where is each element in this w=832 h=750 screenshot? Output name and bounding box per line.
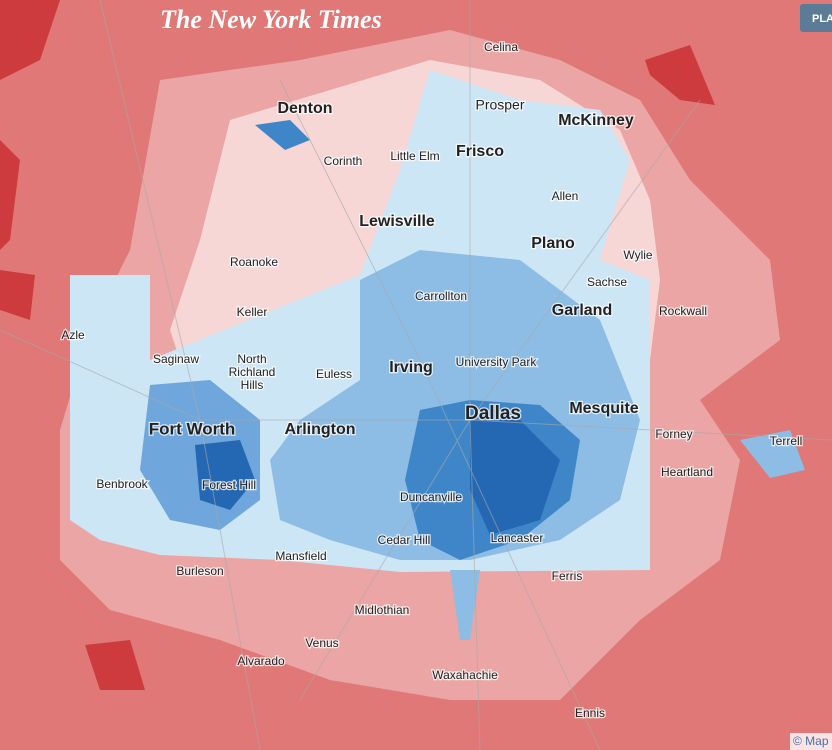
city-label: Denton — [277, 100, 332, 117]
precinct — [0, 140, 20, 250]
city-label-line: Richland — [229, 365, 276, 379]
city-label: Duncanville — [400, 490, 462, 504]
city-label: Dallas — [465, 403, 521, 424]
city-label: Plano — [531, 235, 575, 252]
city-label: Cedar Hill — [378, 533, 431, 547]
blue-region — [450, 570, 480, 640]
city-label: Prosper — [475, 97, 524, 113]
city-label: Terrell — [770, 434, 803, 448]
city-label: Midlothian — [355, 603, 410, 617]
city-label: Waxahachie — [432, 668, 498, 682]
city-label: Lewisville — [359, 213, 435, 230]
road — [0, 329, 832, 441]
precinct — [645, 45, 715, 105]
city-label: Forney — [655, 427, 692, 441]
precinct — [0, 0, 60, 80]
city-label: Irving — [389, 359, 433, 376]
city-label: Lancaster — [491, 531, 544, 545]
city-label: Allen — [552, 189, 579, 203]
road — [279, 79, 601, 750]
city-label: Alvarado — [237, 654, 285, 668]
blue-region — [740, 430, 805, 478]
city-label: Corinth — [324, 154, 363, 168]
city-label: Fort Worth — [149, 419, 236, 438]
city-label: Benbrook — [96, 477, 148, 491]
attribution-box — [790, 733, 832, 750]
city-label: Frisco — [456, 143, 504, 160]
city-label-line: Hills — [241, 378, 264, 392]
city-label: Little Elm — [390, 149, 439, 163]
city-label: Arlington — [284, 421, 355, 438]
blue-region — [255, 120, 310, 150]
city-label: Burleson — [176, 564, 223, 578]
city-label: Saginaw — [153, 352, 199, 366]
precinct — [0, 270, 35, 320]
city-label: North Richland Hills — [229, 352, 276, 392]
city-label: McKinney — [558, 112, 634, 129]
city-label: Celina — [484, 40, 518, 54]
blue-region — [195, 440, 255, 510]
city-label: Euless — [316, 367, 352, 381]
city-label: Forest Hill — [202, 478, 256, 492]
city-label: University Park — [456, 355, 538, 369]
city-label-line: North — [237, 352, 266, 366]
blue-region — [470, 420, 560, 535]
city-label: Carrollton — [415, 289, 467, 303]
attribution[interactable]: © Map — [793, 734, 829, 748]
city-label: Mesquite — [569, 400, 638, 417]
city-label: Heartland — [661, 465, 713, 479]
city-label: Rockwall — [659, 304, 707, 318]
city-label: Sachse — [587, 275, 627, 289]
road — [299, 99, 701, 701]
city-label: Garland — [552, 302, 612, 319]
road — [99, 0, 261, 750]
city-label: Ennis — [575, 706, 605, 720]
play-button-label[interactable]: PLA — [812, 13, 832, 25]
city-label: Roanoke — [230, 255, 278, 269]
city-label: Venus — [305, 636, 338, 650]
logo: The New York Times — [160, 5, 382, 34]
precinct — [85, 640, 145, 690]
city-label: Wylie — [623, 248, 653, 262]
play-button[interactable] — [800, 4, 832, 32]
city-label: Keller — [237, 305, 268, 319]
city-label: Azle — [61, 328, 85, 342]
city-label: Mansfield — [275, 549, 326, 563]
city-label: Ferris — [552, 569, 583, 583]
